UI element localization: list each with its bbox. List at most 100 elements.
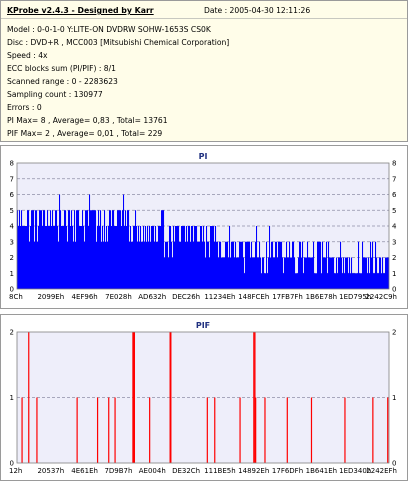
pi-bar — [220, 241, 222, 289]
pi-bar — [172, 257, 174, 289]
pi-y-tick-left: 4 — [10, 223, 15, 231]
pi-bar — [377, 273, 379, 289]
pi-bar — [166, 241, 168, 289]
pi-bar — [207, 241, 209, 289]
pi-bar — [271, 241, 273, 289]
pi-bar — [331, 257, 333, 289]
pi-bar — [332, 257, 334, 289]
pif-x-tick: 20537h — [37, 467, 64, 475]
pi-y-tick-left: 2 — [10, 254, 14, 262]
pif-x-tick: 1B641Eh — [306, 467, 337, 475]
pi-bar — [175, 226, 177, 289]
pi-bar — [294, 257, 296, 289]
pi-bar — [83, 226, 85, 289]
pi-bar — [300, 241, 302, 289]
info-speed: Speed : 4x — [7, 51, 48, 60]
pi-bar — [105, 241, 107, 289]
pi-bar — [343, 257, 345, 289]
pi-bar — [209, 257, 211, 289]
pi-bar — [29, 241, 31, 289]
pi-bar — [67, 241, 69, 289]
pi-bar — [244, 273, 246, 289]
pi-bar — [74, 210, 76, 289]
pif-y-tick-right: 1 — [392, 394, 396, 402]
pi-bar — [146, 241, 148, 289]
pi-bar — [261, 273, 263, 289]
pi-bar — [289, 241, 291, 289]
pif-bar — [387, 397, 389, 463]
pif-y-tick-right: 2 — [392, 329, 396, 337]
pi-bar — [17, 210, 19, 289]
pi-y-tick-right: 6 — [392, 191, 397, 199]
pi-x-tick: AD632h — [138, 293, 166, 301]
pi-bar — [336, 257, 338, 289]
pi-bar — [31, 210, 33, 289]
pi-bar — [165, 241, 167, 289]
pi-bar — [30, 226, 32, 289]
pi-bar — [69, 210, 71, 289]
pi-bar — [21, 210, 23, 289]
pi-bar — [132, 241, 134, 289]
pi-bar — [372, 241, 374, 289]
pif-bar — [310, 397, 313, 463]
pif-bar — [264, 397, 266, 463]
pi-bar — [233, 241, 235, 289]
pi-bar — [265, 273, 267, 289]
pi-bar — [321, 273, 323, 289]
pi-bar — [147, 226, 149, 289]
pi-bar — [104, 210, 106, 289]
pif-x-tick: 7D9B7h — [104, 467, 132, 475]
pi-bar — [73, 241, 75, 289]
info-sampling-count: Sampling count : 130977 — [7, 90, 103, 99]
pi-bar — [24, 226, 26, 289]
pi-bar — [76, 210, 78, 289]
pi-bar — [68, 210, 70, 289]
info-model: Model : 0-0-1-0 Y:LITE-ON DVDRW SOHW-165… — [7, 25, 211, 34]
pi-bar — [376, 257, 378, 289]
pi-bar — [340, 241, 342, 289]
pi-x-tick: 11234Eh — [204, 293, 235, 301]
info-panel: KProbe v2.4.3 - Designed by Karr Date : … — [0, 0, 408, 142]
pi-bar — [247, 241, 249, 289]
pi-bar — [89, 194, 91, 289]
pi-y-tick-right: 4 — [392, 223, 397, 231]
pi-bar — [281, 241, 283, 289]
pi-bar — [133, 226, 135, 289]
pi-bar — [56, 210, 58, 289]
pi-bar — [98, 210, 100, 289]
pi-y-tick-right: 0 — [392, 286, 396, 294]
pi-bar — [231, 241, 233, 289]
pi-bar — [93, 210, 95, 289]
pi-title: PI — [199, 152, 208, 161]
pi-bar — [125, 210, 127, 289]
pi-bar — [129, 241, 131, 289]
pi-bar — [108, 226, 110, 289]
pi-bar — [348, 273, 350, 289]
pi-bar — [164, 257, 166, 289]
pi-bar — [361, 273, 363, 289]
pi-bar — [378, 273, 380, 289]
pi-bar — [173, 226, 175, 289]
pi-bar — [278, 241, 280, 289]
pif-bar — [206, 397, 208, 463]
pi-bar — [262, 257, 264, 289]
pi-bar — [96, 241, 98, 289]
pi-bar — [277, 257, 279, 289]
pi-bar — [355, 273, 357, 289]
pi-bar — [88, 226, 90, 289]
pi-bar — [119, 210, 121, 289]
pi-bar — [341, 257, 343, 289]
pi-bar — [215, 226, 217, 289]
pi-bar — [290, 257, 292, 289]
pi-x-tick: 2242C9h — [365, 293, 397, 301]
pi-bar — [60, 210, 62, 289]
pi-bar — [101, 241, 103, 289]
pi-bar — [302, 241, 304, 289]
pif-chart: PIF 0 0 1 1 2 2 12h 20537h 4E61Eh 7D9B7h AE004h DE32… — [9, 321, 397, 475]
pi-bar — [36, 210, 38, 289]
pi-bar — [205, 257, 207, 289]
pi-bar — [115, 226, 117, 289]
pi-y-tick-right: 7 — [392, 175, 396, 183]
pi-bar — [61, 226, 63, 289]
info-pif-stats: PIF Max= 2 , Average= 0,01 , Total= 229 — [7, 129, 163, 138]
